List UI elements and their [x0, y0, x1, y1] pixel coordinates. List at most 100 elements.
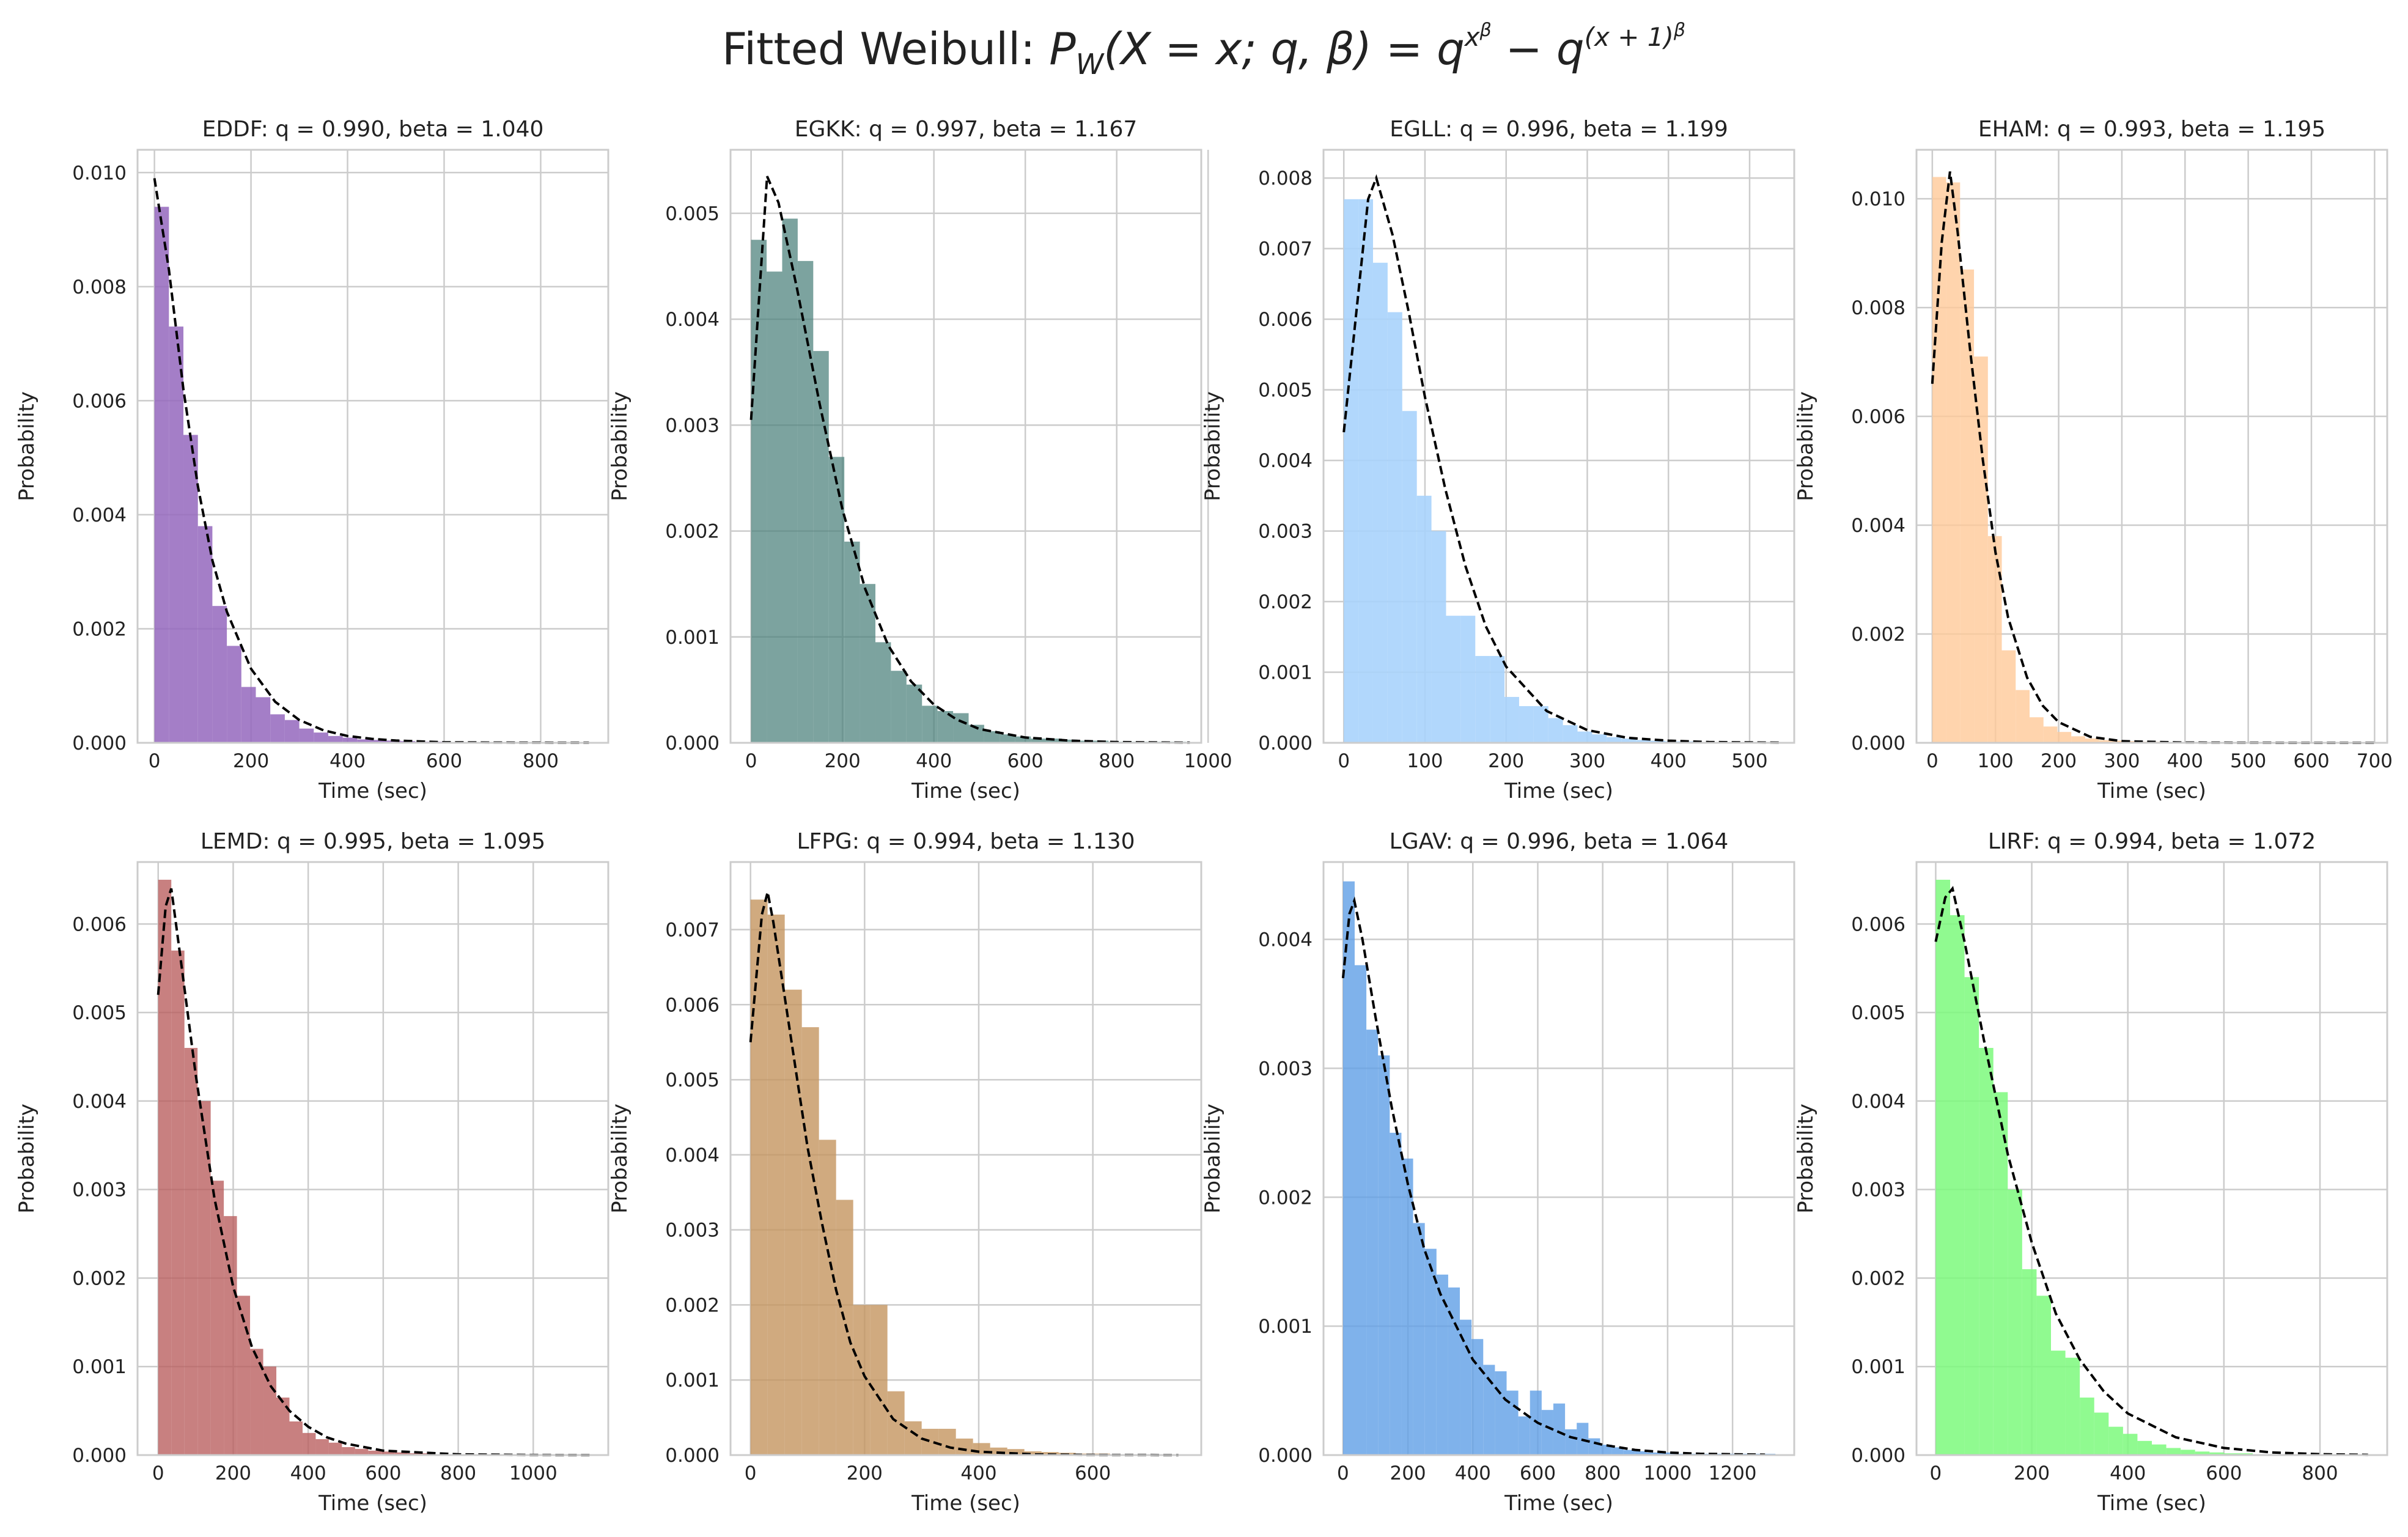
x-tick-label: 0	[1926, 750, 1939, 772]
y-axis-label: Probability	[608, 391, 632, 501]
histogram-bar	[1007, 1449, 1025, 1455]
subplot-title: LFPG: q = 0.994, beta = 1.130	[797, 829, 1135, 854]
x-tick-label: 600	[1520, 1462, 1556, 1484]
histogram-bars	[750, 899, 1179, 1455]
y-tick-label: 0.004	[1258, 929, 1313, 951]
histogram-bar	[938, 1429, 956, 1455]
histogram-bar	[1950, 915, 1965, 1455]
suptitle-prefix: Fitted Weibull:	[722, 23, 1049, 75]
x-tick-label: 200	[1488, 750, 1524, 772]
y-tick-label: 0.000	[1851, 1445, 1905, 1467]
histogram-bar	[2137, 1440, 2152, 1455]
histogram-bar	[813, 351, 829, 743]
histogram-bar	[1607, 737, 1622, 743]
histogram-bar	[782, 218, 798, 743]
x-tick-label: 400	[2167, 750, 2203, 772]
histogram-bar	[372, 740, 386, 743]
x-axis-label: Time (sec)	[1504, 1491, 1613, 1516]
x-tick-label: 800	[1099, 750, 1135, 772]
y-tick-label: 0.005	[665, 203, 720, 225]
histogram-bar	[1061, 739, 1078, 743]
y-tick-label: 0.001	[1851, 1356, 1905, 1378]
histogram-bar	[227, 646, 241, 743]
histogram-bar	[953, 713, 969, 743]
histogram-bar	[342, 1447, 355, 1455]
subplot-title: LGAV: q = 0.996, beta = 1.064	[1390, 829, 1729, 854]
histogram-bar	[1621, 739, 1637, 743]
histogram-bar	[342, 737, 358, 743]
x-axis-label: Time (sec)	[318, 1491, 427, 1516]
y-tick-label: 0.006	[72, 390, 127, 412]
histogram-bar	[154, 207, 169, 743]
histogram-bar	[2057, 732, 2072, 743]
subplot-lgav: 0 200 400 600 800 1000 1200 0.000 0.001 0.002 0.00…	[1201, 829, 1795, 1516]
histogram-bar	[1636, 740, 1651, 743]
histogram-bar	[2030, 717, 2044, 743]
y-tick-label: 0.004	[1851, 515, 1905, 537]
histogram-bar	[828, 457, 845, 743]
y-tick-label: 0.002	[665, 1294, 720, 1316]
y-tick-label: 0.010	[72, 162, 127, 184]
subplot-title: LEMD: q = 0.995, beta = 1.095	[201, 829, 545, 854]
y-tick-label: 0.002	[665, 521, 720, 543]
y-tick-label: 0.000	[1258, 1445, 1313, 1467]
histogram-bar	[197, 1100, 211, 1455]
histogram-bar	[2085, 738, 2099, 743]
histogram-bar	[1401, 1159, 1413, 1455]
y-tick-label: 0.004	[72, 1091, 127, 1113]
x-tick-label: 400	[290, 1462, 326, 1484]
y-axis-label: Probability	[1201, 1104, 1225, 1214]
y-tick-label: 0.004	[665, 309, 720, 331]
histogram-bars	[751, 218, 1187, 743]
histogram-bar	[1563, 725, 1578, 743]
histogram-bar	[158, 879, 172, 1455]
histogram-bar	[2108, 1426, 2123, 1455]
histogram-bar	[1000, 734, 1015, 743]
y-axis-label: Probability	[608, 1104, 632, 1214]
histogram-bar	[368, 1450, 381, 1455]
y-tick-label: 0.007	[1258, 238, 1313, 260]
histogram-bar	[1646, 1452, 1659, 1455]
x-tick-label: 200	[1390, 1462, 1426, 1484]
histogram-bar	[2181, 1450, 2195, 1455]
histogram-bar	[1960, 269, 1975, 743]
histogram-bar	[844, 541, 860, 743]
histogram-bar	[2094, 1412, 2109, 1455]
axes-frame	[1915, 861, 2388, 1456]
y-tick-label: 0.002	[72, 618, 127, 640]
histogram-bar	[2022, 1269, 2037, 1455]
histogram-bar	[1372, 262, 1388, 743]
histogram-bar	[887, 1391, 905, 1455]
axes-frame	[1322, 149, 1795, 744]
histogram-bar	[171, 950, 185, 1455]
y-tick-label: 0.000	[72, 1445, 127, 1467]
x-tick-label: 200	[215, 1462, 251, 1484]
histogram-bar	[1974, 356, 1988, 743]
axes-frame	[729, 861, 1202, 1456]
histogram-bar	[237, 1296, 251, 1455]
histogram-bar	[1541, 1410, 1553, 1455]
histogram-bar	[1533, 706, 1548, 743]
subplot-lirf: 0 200 400 600 800 0.000 0.001 0.002 0.003 0.004 0.…	[1794, 829, 2388, 1516]
histogram-bar	[1504, 696, 1519, 743]
x-tick-label: 0	[149, 750, 161, 772]
histogram-bar	[801, 1027, 819, 1455]
histogram-bar	[250, 1349, 263, 1455]
y-tick-label: 0.005	[1258, 380, 1313, 402]
y-tick-label: 0.005	[665, 1069, 720, 1091]
x-tick-label: 1000	[509, 1462, 558, 1484]
histogram-bar	[315, 1439, 329, 1455]
histogram-bar	[1946, 182, 1961, 743]
histogram-bar	[1964, 977, 1979, 1455]
x-tick-label: 200	[2014, 1462, 2050, 1484]
y-tick-label: 0.003	[1851, 1179, 1905, 1201]
x-tick-label: 1200	[1709, 1462, 1757, 1484]
y-tick-label: 0.007	[665, 920, 720, 942]
histogram-bar	[1935, 879, 1950, 1455]
x-tick-label: 600	[426, 750, 462, 772]
histogram-bar	[955, 1438, 973, 1455]
histogram-bar	[2016, 690, 2030, 743]
y-tick-label: 0.005	[1851, 1002, 1905, 1024]
x-tick-label: 800	[440, 1462, 476, 1484]
histogram-bar	[1548, 718, 1563, 743]
